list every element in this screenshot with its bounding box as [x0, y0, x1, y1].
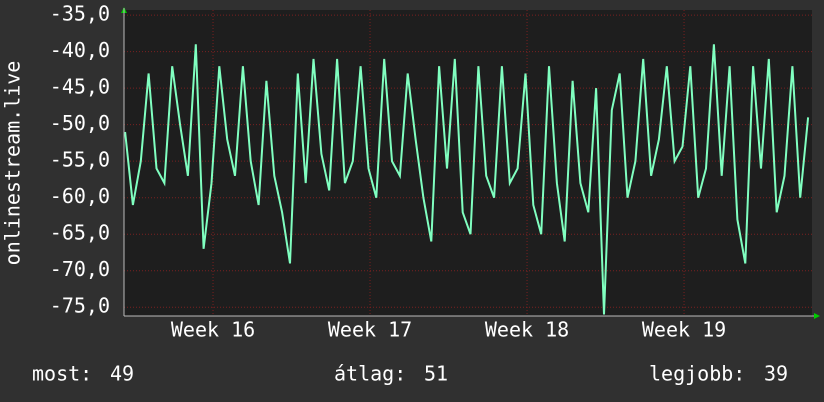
stat-value: 39: [764, 362, 788, 386]
y-tick-label: -70,0: [50, 257, 110, 281]
x-tick-label: Week 19: [642, 318, 726, 342]
y-tick-label: -40,0: [50, 38, 110, 62]
data-line: [124, 44, 810, 315]
y-tick-label: -50,0: [50, 111, 110, 135]
axis-arrow: [814, 313, 820, 319]
y-axis-label: onlinestream.live: [1, 61, 25, 266]
x-tick-label: Week 16: [171, 318, 255, 342]
plot-area: [124, 10, 812, 316]
x-tick-label: Week 18: [485, 318, 569, 342]
stat-label: átlag:: [334, 362, 406, 386]
y-tick-label: -65,0: [50, 221, 110, 245]
stat-label: most:: [32, 362, 92, 386]
stat-value: 49: [110, 362, 134, 386]
y-tick-label: -75,0: [50, 294, 110, 318]
stat-label: legjobb:: [649, 362, 745, 386]
y-tick-label: -55,0: [50, 148, 110, 172]
y-tick-label: -35,0: [50, 2, 110, 26]
x-tick-label: Week 17: [328, 318, 412, 342]
stat-value: 51: [424, 362, 448, 386]
y-tick-label: -60,0: [50, 184, 110, 208]
y-tick-label: -45,0: [50, 75, 110, 99]
stats: most: 49 átlag: 51 legjobb: 39: [32, 362, 788, 386]
